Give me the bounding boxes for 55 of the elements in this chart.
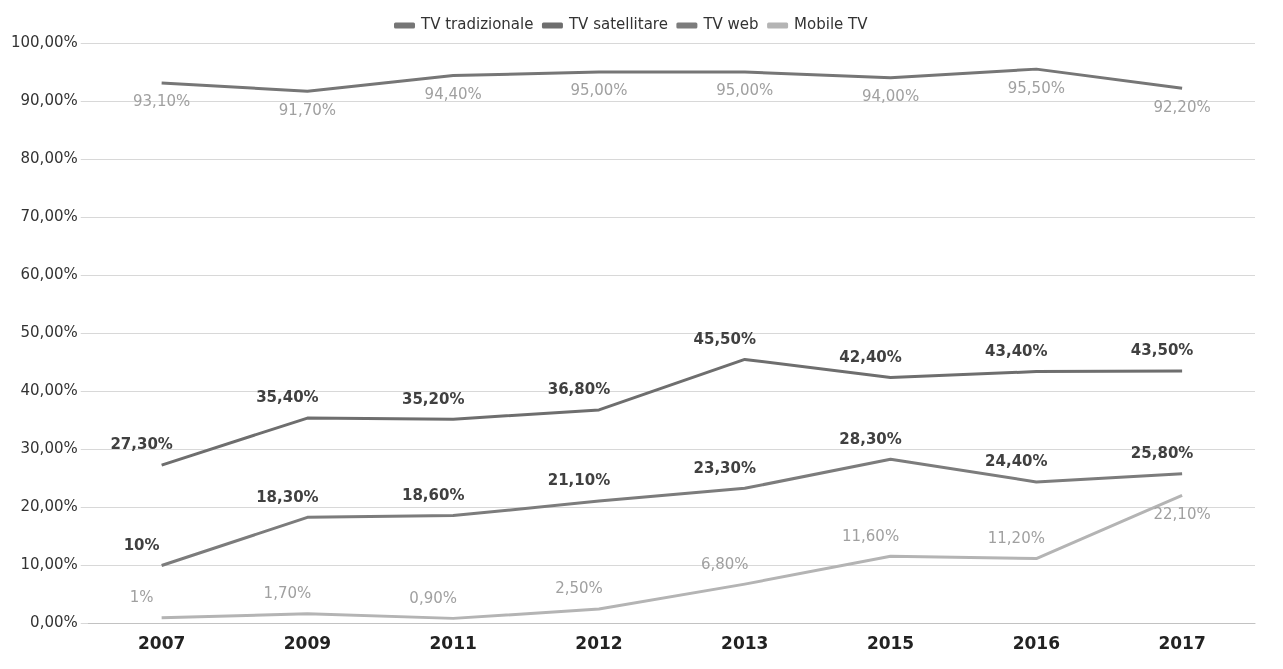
data-label: 2,50% [555,579,603,598]
x-tick-label: 2015 [866,633,915,654]
y-tick-label: 10,00% [20,555,78,574]
x-tick-label: 2007 [137,633,186,654]
x-tick-label: 2012 [575,633,623,654]
data-label: 10% [123,535,160,554]
data-label: 21,10% [547,471,611,490]
legend-label: TV web [702,15,759,34]
data-label: 35,40% [256,388,319,407]
data-label: 94,40% [424,84,482,103]
y-tick-label: 70,00% [20,207,78,226]
y-tick-label: 20,00% [20,497,78,516]
y-tick-label: 50,00% [20,323,78,342]
data-label: 95,50% [1007,78,1065,97]
y-tick-label: 60,00% [20,265,78,284]
x-tick-label: 2016 [1012,633,1060,654]
data-label: 95,00% [716,81,774,100]
data-label: 45,50% [693,329,756,348]
data-label: 6,80% [700,554,749,573]
data-label: 25,80% [1130,444,1194,463]
data-label: 36,80% [547,380,611,399]
y-tick-label: 0,00% [30,613,78,632]
legend-label: TV satellitare [567,15,668,34]
y-tick-label: 90,00% [20,90,78,109]
data-label: 1,70% [263,584,312,603]
data-label: 28,30% [839,429,902,448]
data-label: 23,30% [693,458,756,477]
data-label: 1% [129,588,154,607]
y-tick-label: 30,00% [20,439,78,458]
y-tick-label: 40,00% [20,381,78,400]
x-tick-label: 2009 [283,633,332,654]
data-label: 95,00% [570,81,628,100]
x-tick-label: 2013 [721,633,769,654]
y-tick-label: 100,00% [10,32,78,51]
data-label: 24,40% [985,452,1048,471]
data-label: 27,30% [110,435,173,454]
data-label: 42,40% [839,347,902,366]
data-label: 35,20% [401,389,465,408]
data-label: 22,10% [1153,504,1211,523]
data-label: 43,50% [1130,341,1194,360]
legend-label: TV tradizionale [420,15,534,34]
data-label: 11,60% [841,526,900,545]
x-tick-label: 2011 [429,633,477,654]
y-tick-label: 80,00% [20,149,78,168]
data-label: 93,10% [133,92,191,111]
data-label: 91,70% [278,100,337,119]
data-label: 18,30% [256,487,319,506]
data-label: 94,00% [861,87,920,106]
data-label: 0,90% [409,588,458,607]
x-tick-label: 2017 [1158,633,1206,654]
data-label: 92,20% [1153,97,1211,116]
legend-label: Mobile TV [794,15,869,34]
data-label: 43,40% [985,342,1048,361]
data-label: 11,20% [987,528,1045,547]
data-label: 18,60% [401,486,465,504]
